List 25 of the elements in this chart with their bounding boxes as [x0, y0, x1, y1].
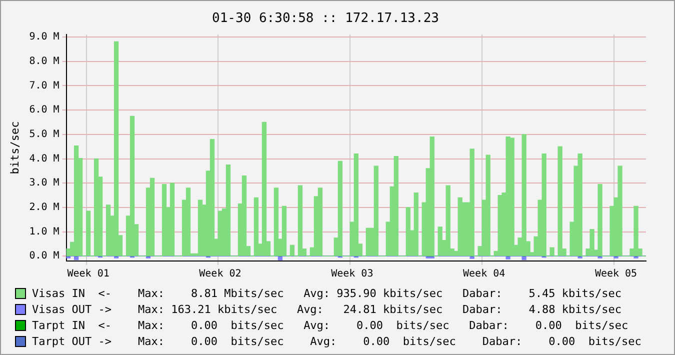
text: Max: 8.81 Mbits/sec Avg: 935.90 kbits/sec Dabar: 5.45 kbits/sec — [138, 286, 622, 300]
legend-label: Visas IN <- — [32, 286, 112, 300]
legend-label: Visas OUT -> — [32, 302, 112, 316]
x-tick-label: Week 04 — [463, 268, 506, 280]
y-tick-label: 7.0 M — [29, 80, 60, 92]
legend-label: Tarpt OUT -> — [32, 334, 112, 348]
y-tick-label: 2.0 M — [29, 202, 60, 214]
chart-title: 01-30 6:30:58 :: 172.17.13.23 — [212, 11, 439, 26]
x-tick-label: Week 03 — [331, 268, 374, 280]
text: Max: 0.00 bits/sec Avg: 0.00 bits/sec Dabar: 0.00 bits/sec — [138, 318, 628, 332]
y-axis-title: bits/sec — [8, 121, 22, 174]
x-tick-label: Week 02 — [199, 268, 242, 280]
x-tick-label: Week 05 — [594, 268, 638, 280]
y-tick-label: 4.0 M — [29, 153, 60, 164]
y-tick-label: 0.0 M — [29, 250, 60, 262]
y-tick-label: 9.0 M — [29, 32, 60, 43]
x-tick-label: Week 01 — [67, 268, 110, 280]
text: Max: 0.00 bits/sec Avg: 0.00 bits/sec Dabar: 0.00 bits/sec — [138, 334, 642, 348]
y-tick-label: 6.0 M — [29, 104, 60, 116]
legend-label: Tarpt IN <- — [32, 318, 112, 332]
y-tick-label: 5.0 M — [29, 129, 60, 140]
y-tick-label: 1.0 M — [29, 226, 60, 238]
text: Max: 163.21 kbits/sec Avg: 24.81 kbits/sec Dabar: 4.88 kbits/sec — [138, 302, 622, 316]
y-tick-label: 3.0 M — [29, 178, 60, 189]
y-tick-label: 8.0 M — [29, 56, 60, 67]
